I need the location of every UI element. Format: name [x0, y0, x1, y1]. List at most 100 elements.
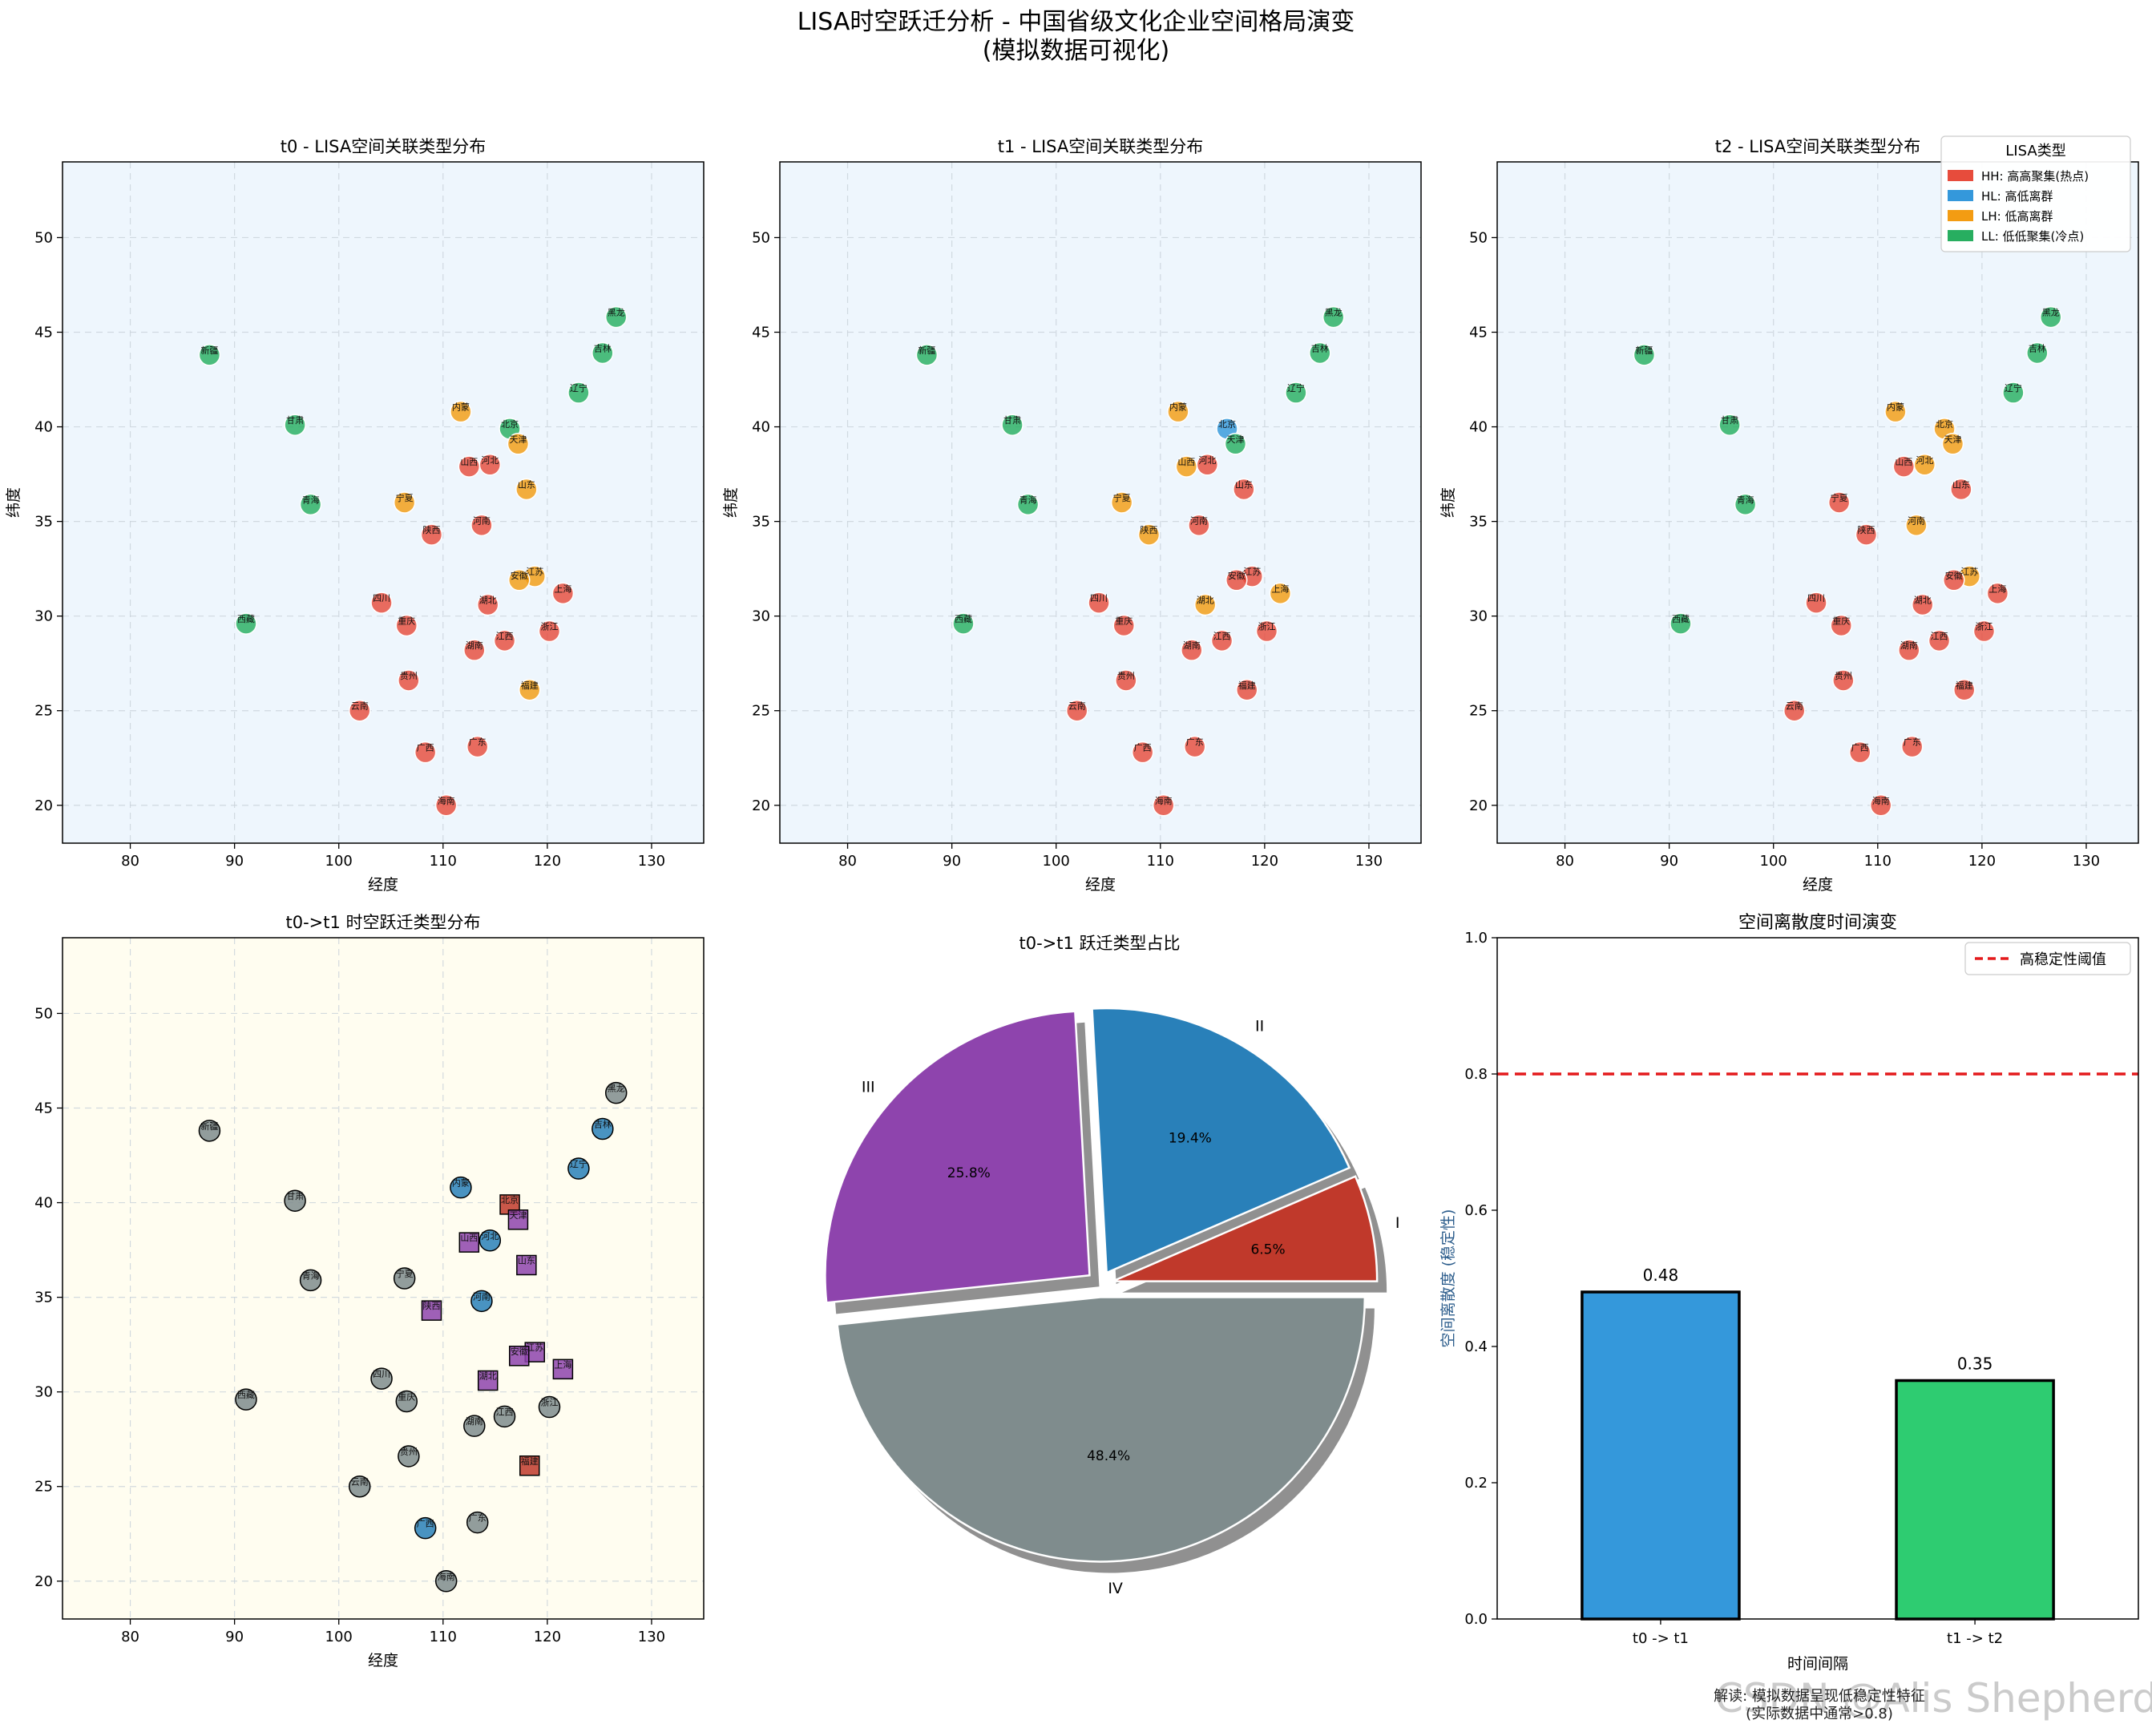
x-tick-label: 120	[534, 1629, 561, 1645]
data-point	[1670, 612, 1692, 635]
y-tick-label: 50	[34, 1005, 53, 1022]
point-label: 贵州	[400, 1447, 418, 1457]
point-label: 湖南	[466, 1416, 483, 1427]
point-label: 海南	[1155, 795, 1173, 806]
data-point	[507, 433, 530, 455]
panel-title: t0 - LISA空间关联类型分布	[281, 137, 487, 156]
point-label: 福建	[1956, 680, 1973, 691]
data-point	[1269, 582, 1292, 605]
data-point	[1167, 400, 1189, 423]
data-point	[952, 612, 975, 635]
data-point	[1943, 569, 1965, 591]
point-label: 黑龙	[608, 308, 625, 318]
data-point	[508, 569, 531, 591]
point-label: 重庆	[398, 615, 415, 626]
data-point	[1986, 582, 2009, 605]
y-tick-label: 45	[1469, 325, 1488, 341]
point-label: 吉林	[2029, 342, 2046, 353]
data-point	[515, 478, 538, 501]
point-label: 山东	[518, 479, 535, 490]
legend-entry: 高稳定性阈值	[2020, 951, 2106, 968]
axes-frame	[779, 161, 1422, 844]
point-label: 河南	[473, 1291, 491, 1302]
data-point	[1905, 514, 1928, 537]
point-label: 天津	[509, 1210, 527, 1221]
data-point	[1900, 735, 1924, 758]
data-point	[1950, 478, 1972, 501]
point-label: 河北	[1916, 455, 1933, 466]
legend-box	[1940, 135, 2131, 252]
data-point	[551, 582, 575, 605]
point-label: 江苏	[526, 1342, 543, 1353]
y-axis-label: 纬度	[1439, 487, 1457, 518]
plot-area	[1497, 162, 2138, 843]
data-point	[493, 1405, 516, 1428]
pie-pct-label: 19.4%	[1169, 1131, 1212, 1147]
data-point	[591, 1117, 614, 1141]
point-label: 西藏	[237, 1390, 255, 1400]
data-point	[421, 1300, 442, 1321]
watermark: CSDN @Alis Shepherd	[1715, 1675, 2152, 1722]
point-label: 内蒙	[1887, 402, 1904, 413]
y-axis-label: 纬度	[5, 487, 22, 518]
point-label: 安徽	[511, 570, 528, 581]
point-label: 北京	[1218, 418, 1236, 430]
point-label: 重庆	[1115, 615, 1133, 626]
point-label: 江西	[496, 631, 514, 641]
data-point	[1175, 455, 1198, 478]
point-label: 上海	[1988, 583, 2006, 594]
point-label: 湖北	[1914, 595, 1932, 606]
bar-value-label: 0.35	[1957, 1354, 1993, 1374]
point-label: 四川	[373, 593, 390, 604]
data-point	[1827, 491, 1851, 514]
data-point	[915, 344, 939, 366]
data-point	[450, 1176, 472, 1199]
pie-slice	[836, 1296, 1367, 1563]
point-label: 天津	[509, 434, 527, 445]
data-point	[604, 305, 628, 329]
x-tick-label: 120	[1251, 853, 1278, 870]
point-label: 山西	[1895, 457, 1912, 467]
x-tick-label: 110	[1864, 853, 1892, 870]
data-point	[458, 455, 481, 478]
data-point	[538, 620, 561, 643]
x-tick-label: 80	[121, 1629, 139, 1645]
y-tick-label: 25	[34, 703, 53, 720]
y-tick-label: 40	[34, 419, 53, 436]
data-point	[370, 591, 393, 614]
data-point	[1941, 433, 1964, 455]
y-tick-label: 0.4	[1464, 1338, 1488, 1355]
data-point	[414, 1516, 437, 1540]
point-label: 重庆	[1832, 615, 1850, 626]
point-label: 广东	[469, 1513, 487, 1524]
data-point	[299, 493, 322, 516]
point-label: 河南	[473, 515, 491, 526]
point-label: 海南	[438, 1571, 455, 1582]
data-point	[2026, 341, 2049, 365]
point-label: 湖南	[1900, 640, 1918, 651]
data-point	[477, 1370, 499, 1391]
data-point	[284, 1189, 306, 1212]
data-point	[1633, 344, 1656, 366]
point-label: 贵州	[1117, 671, 1135, 681]
point-label: 浙江	[540, 622, 558, 632]
point-label: 山东	[518, 1255, 535, 1266]
point-label: 云南	[351, 1477, 369, 1488]
point-label: 青海	[1019, 494, 1037, 505]
data-point	[1718, 414, 1741, 436]
data-point	[478, 1229, 502, 1252]
point-label: 山西	[1177, 457, 1195, 467]
point-label: 新疆	[200, 345, 218, 356]
data-point	[1255, 620, 1278, 643]
point-label: 湖北	[479, 595, 497, 606]
data-point	[1016, 493, 1040, 516]
x-axis-label: 经度	[1803, 876, 1833, 894]
data-point	[395, 1390, 418, 1413]
bar	[1895, 1379, 2055, 1621]
bar	[1581, 1290, 1741, 1621]
point-label: 浙江	[540, 1398, 558, 1408]
data-point	[1110, 491, 1133, 514]
data-point	[466, 1511, 489, 1534]
